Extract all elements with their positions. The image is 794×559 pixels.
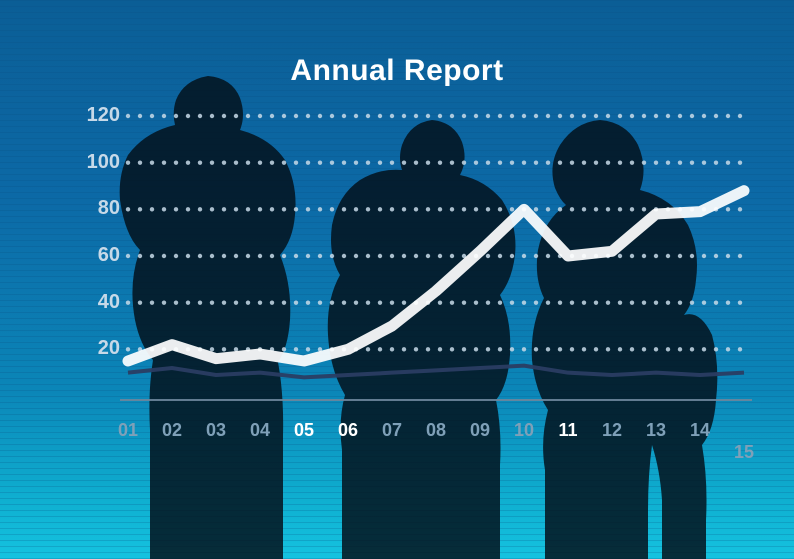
y-tick-label: 60 <box>70 244 120 267</box>
x-tick-label: 02 <box>152 420 192 441</box>
y-tick-label: 40 <box>70 291 120 314</box>
x-tick-label: 10 <box>504 420 544 441</box>
chart-series <box>128 191 744 378</box>
x-tick-label: 14 <box>680 420 720 441</box>
x-tick-label: 13 <box>636 420 676 441</box>
y-tick-label: 20 <box>70 337 120 360</box>
x-tick-label: 11 <box>548 420 588 441</box>
x-tick-label: 09 <box>460 420 500 441</box>
stage: Annual Report 20406080100120 01020304050… <box>0 0 794 559</box>
x-tick-label: 01 <box>108 420 148 441</box>
y-tick-label: 80 <box>70 197 120 220</box>
chart-gridlines <box>126 114 742 352</box>
y-tick-label: 100 <box>70 151 120 174</box>
annual-report-chart <box>0 0 794 559</box>
x-tick-label: 05 <box>284 420 324 441</box>
series-secondary <box>128 366 744 378</box>
x-tick-label: 06 <box>328 420 368 441</box>
x-tick-label: 07 <box>372 420 412 441</box>
x-tick-label: 04 <box>240 420 280 441</box>
series-primary <box>128 191 744 361</box>
x-tick-label: 12 <box>592 420 632 441</box>
x-tick-label: 15 <box>724 442 764 463</box>
x-tick-label: 03 <box>196 420 236 441</box>
x-tick-label: 08 <box>416 420 456 441</box>
y-tick-label: 120 <box>70 104 120 127</box>
